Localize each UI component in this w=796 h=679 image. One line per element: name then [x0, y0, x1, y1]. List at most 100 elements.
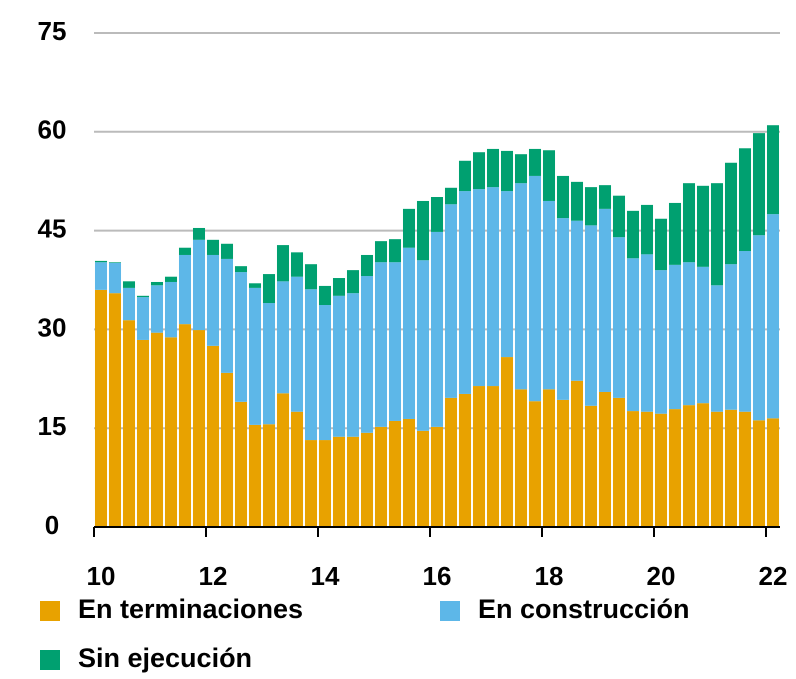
bar-segment — [612, 397, 626, 527]
bar-segment — [472, 152, 486, 190]
bar-segment — [192, 330, 206, 527]
bar-segment — [682, 183, 696, 263]
bar-segment — [528, 175, 542, 402]
bar-segment — [374, 262, 388, 427]
bar-segment — [752, 420, 766, 527]
y-tick-label: 0 — [45, 510, 59, 540]
x-tick-label: 14 — [311, 561, 340, 591]
bar-segment — [430, 426, 444, 527]
bar-segment — [710, 183, 724, 286]
legend-label: En construcción — [478, 594, 690, 624]
bar-segment — [528, 148, 542, 176]
bar-segment — [500, 150, 514, 192]
y-tick-label: 15 — [38, 411, 67, 441]
bar-segment — [178, 324, 192, 527]
bar-segment — [290, 252, 304, 277]
bar-segment — [626, 258, 640, 412]
bar-segment — [108, 293, 122, 527]
bar-segment — [178, 247, 192, 255]
bar-segment — [514, 183, 528, 390]
bar-segment — [360, 276, 374, 433]
bar-segment — [388, 262, 402, 421]
bar-segment — [696, 403, 710, 527]
bar-segment — [640, 204, 654, 255]
bar-segment — [458, 393, 472, 527]
bar-segment — [318, 440, 332, 527]
bar-segment — [304, 264, 318, 290]
bar-segment — [542, 150, 556, 201]
bar-segment — [654, 218, 668, 271]
bar-segment — [444, 187, 458, 205]
bar-segment — [136, 339, 150, 527]
bar-segment — [108, 262, 122, 263]
bar-segment — [626, 411, 640, 527]
bar-segment — [402, 208, 416, 248]
y-tick-label: 45 — [38, 213, 67, 243]
bar-segment — [556, 218, 570, 400]
bar-segment — [486, 148, 500, 188]
bar-segment — [738, 148, 752, 252]
bar-segment — [318, 285, 332, 306]
bar-segment — [374, 426, 388, 527]
bar-segment — [276, 281, 290, 394]
bar-segment — [220, 258, 234, 373]
bar-segment — [374, 241, 388, 263]
bar-segment — [472, 189, 486, 387]
bar-segment — [724, 264, 738, 410]
bar-segment — [542, 200, 556, 390]
bar-segment — [94, 262, 108, 290]
bar-segment — [584, 225, 598, 406]
bar-segment — [262, 274, 276, 304]
bar-segment — [332, 295, 346, 437]
bar-segment — [528, 401, 542, 527]
bar-segment — [752, 133, 766, 236]
bar-segment — [542, 389, 556, 527]
legend-label: Sin ejecución — [78, 643, 252, 673]
bar-segment — [136, 295, 150, 298]
x-tick-label: 18 — [535, 561, 564, 591]
bar-segment — [472, 386, 486, 527]
legend-swatch — [40, 650, 60, 670]
bar-segment — [416, 200, 430, 261]
bar-segment — [248, 283, 262, 288]
bar-segment — [94, 289, 108, 527]
bar-segment — [388, 420, 402, 527]
bar-segment — [164, 337, 178, 527]
bar-segment — [150, 281, 164, 286]
legend-label: En terminaciones — [78, 594, 303, 624]
bar-segment — [556, 399, 570, 527]
legend-swatch — [40, 601, 60, 621]
bar-segment — [654, 270, 668, 414]
bar-segment — [668, 409, 682, 527]
bar-segment — [444, 204, 458, 398]
bar-segment — [570, 181, 584, 221]
bar-segment — [430, 231, 444, 427]
bar-segment — [514, 154, 528, 184]
bar-segment — [290, 276, 304, 412]
bar-segment — [640, 411, 654, 527]
bar-segment — [234, 401, 248, 527]
bar-segment — [276, 245, 290, 282]
bar-segment — [682, 262, 696, 406]
bar-segment — [626, 210, 640, 259]
bar-segment — [584, 187, 598, 226]
bar-segment — [458, 160, 472, 192]
y-tick-label: 60 — [38, 115, 67, 145]
bar-segment — [738, 411, 752, 527]
bar-segment — [234, 266, 248, 273]
y-tick-label: 30 — [38, 312, 67, 342]
bar-segment — [136, 297, 150, 340]
bar-segment — [248, 424, 262, 527]
bar-segment — [766, 125, 780, 215]
legend: En terminaciones En construcción Sin ejecu… — [40, 594, 690, 673]
bar-segment — [598, 185, 612, 209]
bar-segment — [696, 185, 710, 267]
bar-segment — [598, 208, 612, 392]
x-tick-label: 12 — [199, 561, 228, 591]
bar-segment — [668, 264, 682, 410]
bar-segment — [346, 270, 360, 294]
bar-segment — [178, 254, 192, 325]
bar-segment — [766, 418, 780, 527]
bar-segment — [304, 289, 318, 441]
